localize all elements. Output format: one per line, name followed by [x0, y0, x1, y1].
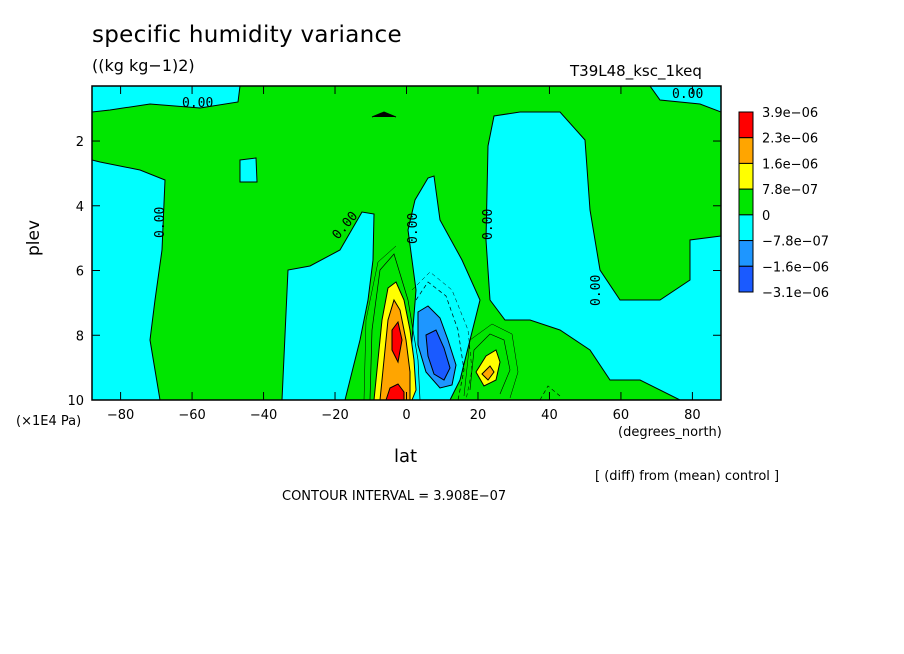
x-axis-unit: (degrees_north) — [618, 425, 722, 440]
fill-darkblue-center — [425, 329, 451, 381]
fill-cyan-small-blob — [239, 157, 258, 183]
x-axis-label: lat — [394, 446, 418, 467]
y-tick-label: 8 — [76, 329, 84, 344]
colorbar-swatch — [738, 137, 754, 164]
contour-line-solid-1 — [369, 253, 421, 400]
contour-label: 0.00 — [406, 213, 421, 244]
colorbar: 3.9e−06 2.3e−06 1.6e−06 7.8e−07 0 −7.8e−07 −1.… — [738, 106, 829, 301]
colorbar-label: 1.6e−06 — [762, 157, 818, 172]
x-tick-label: 60 — [613, 408, 630, 423]
colorbar-swatch — [738, 111, 754, 139]
contour-field — [92, 86, 721, 400]
y-axis-unit: (×1E4 Pa) — [16, 414, 82, 429]
y-tick-label: 4 — [76, 200, 84, 215]
chart-units: ((kg kg−1)2) — [92, 56, 195, 75]
colorbar-swatch — [738, 214, 754, 242]
colorbar-swatch — [738, 265, 754, 293]
fill-orange-25n — [481, 365, 495, 381]
fill-cyan-left — [92, 159, 166, 400]
y-axis-ticks: 2 4 6 8 10 — [67, 135, 721, 409]
fill-cyan-mid-left — [281, 211, 375, 400]
contour-line-dashed-1 — [415, 281, 465, 400]
y-tick-label: 6 — [76, 265, 84, 280]
colorbar-label: 7.8e−07 — [762, 183, 818, 198]
contour-interval: CONTOUR INTERVAL = 3.908E−07 — [282, 489, 507, 504]
colorbar-swatch — [738, 162, 754, 190]
x-tick-label: 0 — [402, 408, 410, 423]
x-axis-ticks: −80 −60 −40 −20 0 20 40 60 80 — [107, 86, 701, 423]
colorbar-label: −3.1e−06 — [762, 286, 829, 301]
fill-red-center-top — [391, 320, 403, 364]
contour-label: 0.00 — [153, 207, 168, 238]
contour-line-25n-2 — [463, 323, 519, 399]
diff-note: [ (diff) from (mean) control ] — [595, 469, 780, 484]
fill-red-center-bottom — [385, 383, 405, 400]
x-tick-label: −40 — [250, 408, 277, 423]
colorbar-label: 2.3e−06 — [762, 132, 818, 147]
x-tick-label: 20 — [470, 408, 487, 423]
x-tick-label: −60 — [178, 408, 205, 423]
x-tick-label: −20 — [321, 408, 348, 423]
x-tick-label: 80 — [684, 408, 701, 423]
colorbar-label: 3.9e−06 — [762, 106, 818, 121]
run-label: T39L48_ksc_1keq — [570, 62, 702, 80]
x-tick-label: 40 — [541, 408, 558, 423]
contour-label: 0.00 — [481, 209, 496, 240]
contour-line-dashed-3 — [539, 385, 561, 400]
contour-label: 0.00 — [589, 275, 604, 306]
y-tick-label: 10 — [67, 394, 84, 409]
colorbar-swatch — [738, 188, 754, 216]
contour-line-solid-2 — [363, 245, 397, 400]
x-tick-label: −80 — [107, 408, 134, 423]
fill-cyan-right — [485, 111, 721, 400]
fill-cyan-top-left — [92, 86, 241, 113]
y-tick-label: 2 — [76, 135, 84, 150]
contour-label: 0.00 — [182, 96, 213, 111]
chart-title: specific humidity variance — [92, 22, 402, 48]
contour-line-dashed-2 — [411, 271, 473, 400]
colorbar-swatch — [738, 240, 754, 267]
contour-label: 0.00 — [672, 87, 703, 102]
contour-line-25n-1 — [469, 333, 511, 395]
colorbar-label: 0 — [762, 209, 770, 224]
fill-cyan-top-right — [649, 86, 721, 113]
colorbar-label: −1.6e−06 — [762, 260, 829, 275]
contour-line-dark-blob — [371, 111, 397, 118]
colorbar-label: −7.8e−07 — [762, 235, 829, 250]
